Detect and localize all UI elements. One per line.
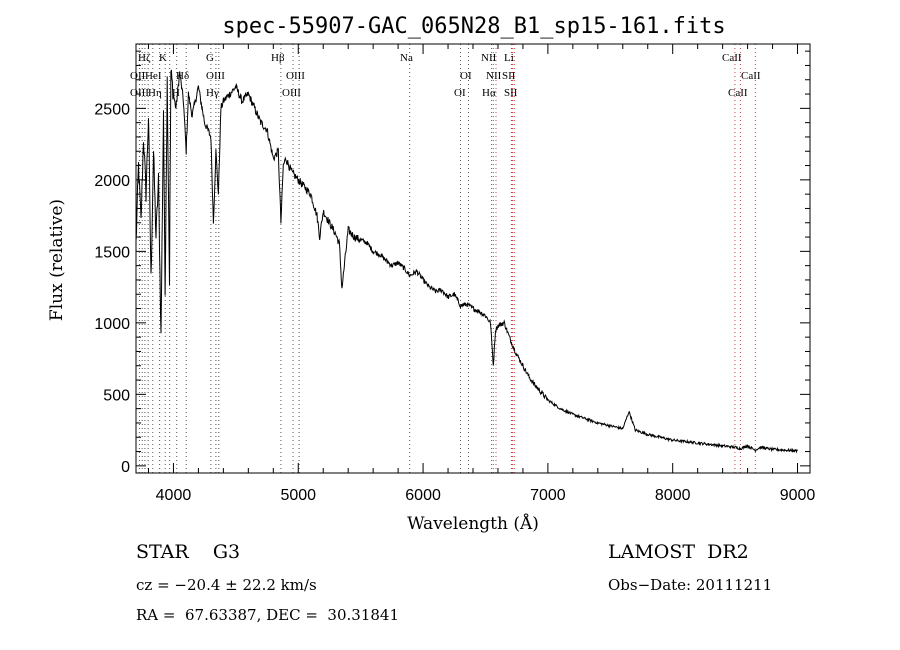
- line-label-21: Hα: [482, 87, 496, 99]
- line-label-1: K: [159, 52, 167, 64]
- x-tick-label-5: 9000: [780, 487, 816, 504]
- x-tick-label-0: 4000: [156, 487, 192, 504]
- line-label-5: Hη: [148, 87, 162, 99]
- x-tick-label-2: 6000: [405, 487, 441, 504]
- line-label-13: OIII: [282, 87, 301, 99]
- line-label-3: HeI: [145, 70, 162, 82]
- line-label-24: CaII: [741, 70, 761, 82]
- line-label-8: G: [206, 52, 214, 64]
- coordinates: RA = 67.63387, DEC = 30.31841: [136, 606, 400, 624]
- line-label-15: OI: [460, 70, 472, 82]
- y-tick-label-0: 0: [121, 459, 130, 476]
- y-tick-label-1: 500: [103, 387, 130, 404]
- line-label-7: Hδ: [176, 70, 189, 82]
- x-axis-ticks: 4000 5000 6000 7000 8000 9000: [147, 44, 816, 504]
- x-axis-label: Wavelength (Å): [407, 513, 539, 534]
- x-tick-label-3: 7000: [530, 487, 566, 504]
- x-tick-label-4: 8000: [655, 487, 691, 504]
- line-label-0: Hζ: [138, 52, 151, 64]
- line-label-23: CaII: [722, 52, 742, 64]
- line-label-17: NII: [481, 52, 497, 64]
- line-label-16: OI: [454, 87, 466, 99]
- line-label-25: CaII: [728, 87, 748, 99]
- y-axis-label: Flux (relative): [47, 199, 67, 321]
- redshift-info: cz = −20.4 ± 22.2 km/s: [136, 576, 317, 594]
- line-label-12: OIII: [286, 70, 305, 82]
- line-label-2: OII: [130, 70, 146, 82]
- y-tick-label-5: 2500: [94, 101, 130, 118]
- y-tick-label-2: 1000: [94, 316, 130, 333]
- y-axis-ticks: 0 500 1000 1500 2000 2500: [94, 50, 810, 476]
- line-label-11: Hβ: [271, 52, 285, 64]
- line-label-6: H: [172, 87, 180, 99]
- x-tick-label-1: 5000: [280, 487, 316, 504]
- line-label-19: SII: [502, 70, 516, 82]
- survey-name: LAMOST DR2: [608, 541, 749, 563]
- object-class: STAR G3: [136, 541, 241, 563]
- line-label-4: OIII: [130, 87, 149, 99]
- line-label-10: Hγ: [206, 87, 219, 99]
- flux-series-line: [135, 69, 798, 454]
- plot-frame: [135, 43, 811, 474]
- y-tick-label-4: 2000: [94, 173, 130, 190]
- line-label-22: SII: [504, 87, 518, 99]
- line-label-14: Na: [400, 52, 413, 64]
- y-tick-label-3: 1500: [94, 244, 130, 261]
- line-label-9: OIII: [206, 70, 225, 82]
- line-label-20: Li: [504, 52, 514, 64]
- obs-date: Obs−Date: 20111211: [608, 576, 773, 594]
- line-label-18: NII: [486, 70, 502, 82]
- spectral-line-markers: [138, 44, 756, 473]
- chart-title: spec-55907-GAC_065N28_B1_sp15-161.fits: [222, 14, 725, 39]
